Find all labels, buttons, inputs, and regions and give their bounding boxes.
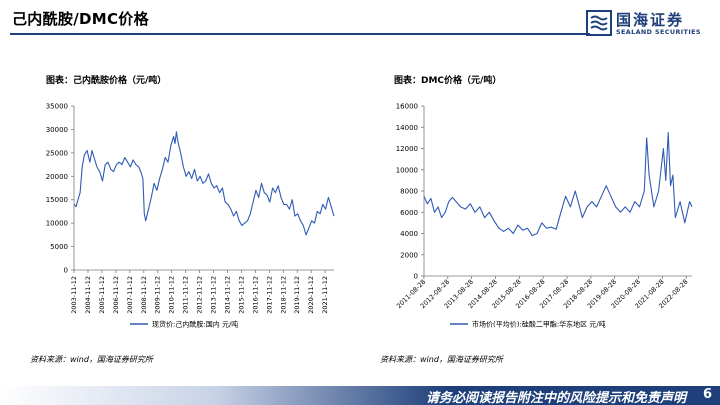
x-tick-label: 2017-11-12: [265, 276, 273, 314]
sealand-logo-icon: [586, 10, 612, 36]
x-tick-label: 2003-11-12: [70, 276, 78, 314]
y-tick-label: 15000: [46, 196, 68, 204]
x-tick-label: 2018-11-12: [279, 276, 287, 314]
footer-bar: 请务必阅读报告附注中的风险提示和免责声明 6: [0, 386, 720, 405]
y-tick-label: 25000: [46, 149, 68, 157]
disclaimer-text: 请务必阅读报告附注中的风险提示和免责声明: [425, 391, 686, 405]
x-tick-label: 2016-11-12: [251, 276, 259, 314]
source-note-dmc: 资料来源：wind，国海证券研究所: [380, 355, 503, 364]
x-tick-label: 2006-11-12: [112, 276, 120, 314]
y-tick-label: 0: [414, 273, 418, 281]
x-tick-label: 2019-11-12: [293, 276, 301, 314]
legend-label: 现货价:己内酰胺:国内 元/吨: [152, 320, 238, 329]
y-tick-label: 10000: [396, 166, 418, 174]
y-tick-label: 14000: [396, 124, 418, 132]
y-tick-label: 20000: [46, 173, 68, 181]
page-number: 6: [702, 387, 712, 402]
y-tick-label: 8000: [400, 188, 418, 196]
source-note-caprolactam: 资料来源：wind，国海证券研究所: [30, 355, 153, 364]
x-tick-label: 2008-11-12: [140, 276, 148, 314]
chart-caption-dmc: 图表：DMC价格（元/吨）: [394, 76, 502, 86]
x-tick-label: 2012-11-12: [196, 276, 204, 314]
x-tick-label: 2005-11-12: [98, 276, 106, 314]
y-tick-label: 10000: [46, 220, 68, 228]
logo-text-en: SEALAND SECURITIES: [616, 28, 701, 36]
y-tick-label: 16000: [396, 103, 418, 111]
series-line: [73, 131, 335, 236]
x-tick-label: 2021-11-12: [321, 276, 329, 314]
x-tick-label: 2014-11-12: [223, 276, 231, 314]
logo-text-cn: 国海证券: [616, 11, 685, 29]
y-tick-label: 0: [64, 267, 68, 275]
y-tick-label: 6000: [400, 209, 418, 217]
y-tick-label: 12000: [396, 145, 418, 153]
x-tick-label: 2015-11-12: [237, 276, 245, 314]
brand-logo: 国海证券 SEALAND SECURITIES: [586, 8, 716, 40]
y-tick-label: 4000: [400, 230, 418, 238]
x-tick-label: 2020-11-12: [307, 276, 315, 314]
dmc-price-chart: 0200040006000800010000120001400016000201…: [395, 103, 693, 329]
page-title: 己内酰胺/DMC价格: [12, 10, 149, 28]
title-rule: [10, 33, 590, 35]
legend-label: 市场价(平均价):硅酸二甲酯:华东地区 元/吨: [472, 320, 606, 329]
x-tick-label: 2007-11-12: [126, 276, 134, 314]
x-tick-label: 2004-11-12: [84, 276, 92, 314]
y-tick-label: 2000: [400, 251, 418, 259]
chart-caption-caprolactam: 图表：己内酰胺价格（元/吨）: [46, 76, 167, 86]
y-tick-label: 5000: [50, 243, 68, 251]
caprolactam-price-chart: 0 5000 10000 15000 20000 25000 30000 35000 2003-…: [46, 103, 335, 329]
x-tick-label: 2013-11-12: [210, 276, 218, 314]
y-tick-label: 35000: [46, 103, 68, 111]
x-tick-label: 2009-11-12: [154, 276, 162, 314]
y-tick-label: 30000: [46, 126, 68, 134]
x-tick-label: 2010-11-12: [168, 276, 176, 314]
x-tick-label: 2011-11-12: [182, 276, 190, 314]
series-line: [423, 132, 693, 237]
